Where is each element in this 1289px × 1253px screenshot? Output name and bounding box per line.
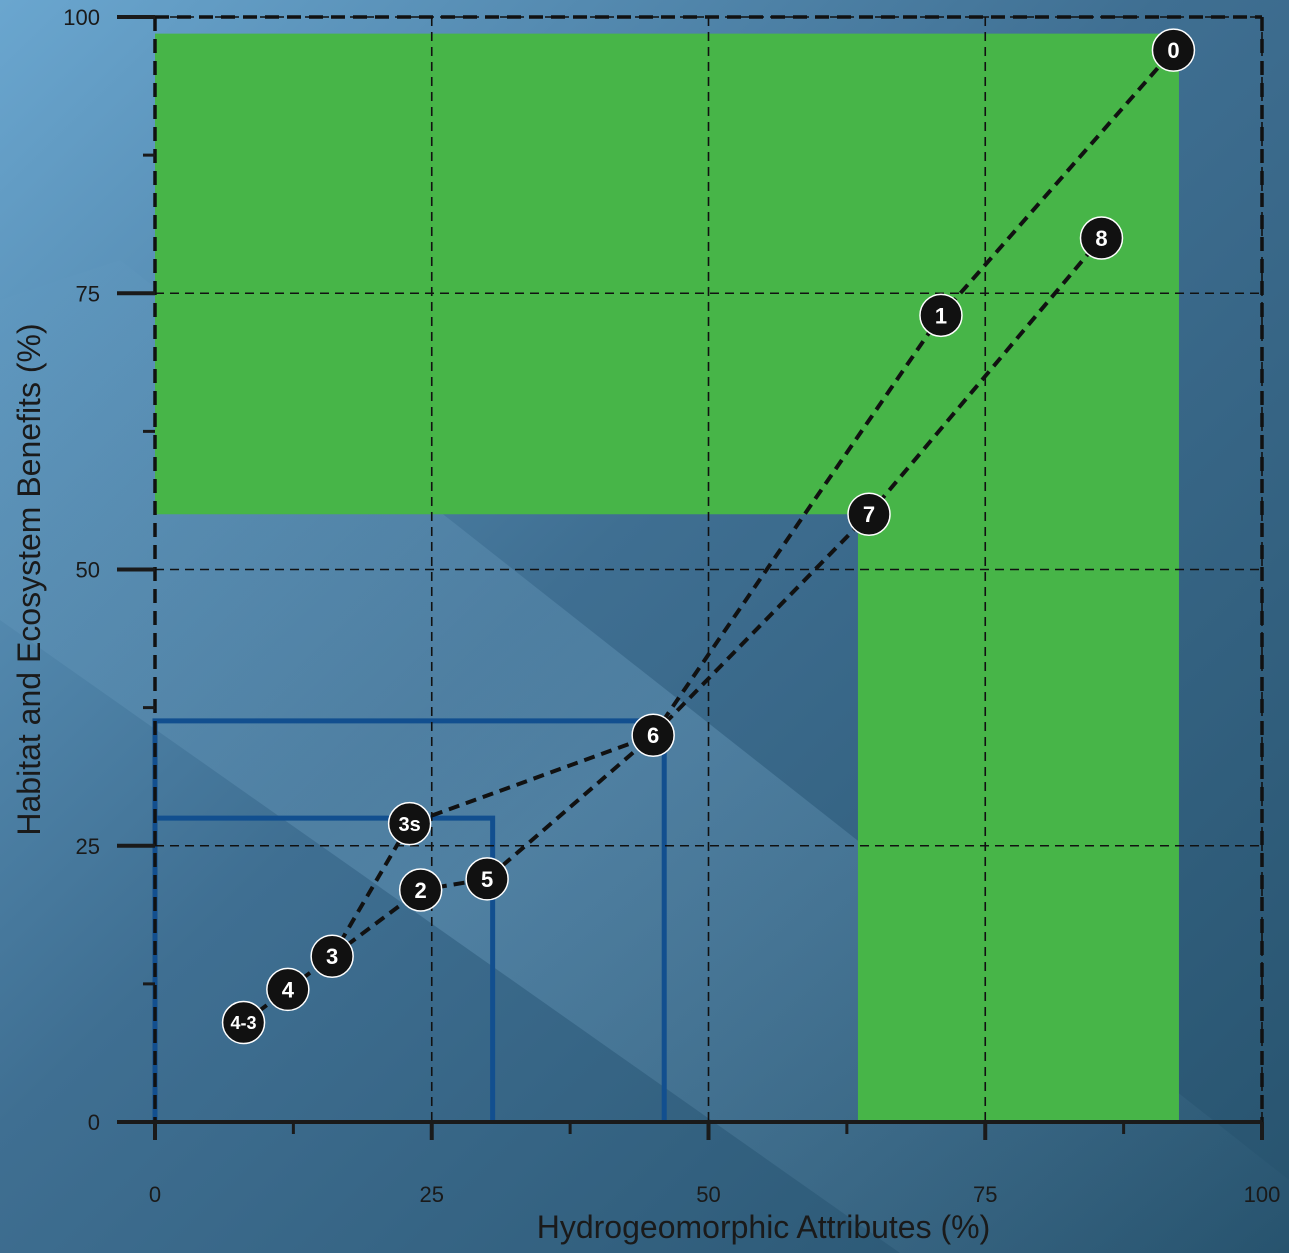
point-label: 7	[863, 502, 875, 527]
x-tick-label: 25	[420, 1182, 444, 1207]
point-marker	[1079, 216, 1124, 260]
point-1: 1	[919, 293, 963, 338]
x-tick-label: 50	[696, 1182, 720, 1207]
y-tick-label: 25	[76, 834, 100, 859]
point-3s: 3s	[387, 801, 432, 846]
x-tick-label: 75	[973, 1182, 997, 1207]
point-marker	[266, 967, 310, 1012]
point-marker	[847, 492, 891, 536]
y-tick-label: 50	[76, 558, 100, 583]
point-label: 8	[1095, 226, 1107, 251]
point-label: 4	[282, 977, 295, 1002]
point-label: 3s	[398, 814, 420, 836]
point-6: 6	[631, 713, 675, 757]
point-4-3: 4-3	[221, 1000, 266, 1045]
point-marker	[919, 293, 963, 338]
y-tick-label: 100	[63, 5, 100, 30]
point-7: 7	[847, 492, 891, 536]
point-8: 8	[1079, 216, 1124, 260]
point-label: 6	[647, 723, 659, 748]
point-marker	[465, 857, 509, 901]
x-tick-label: 0	[149, 1182, 161, 1207]
data-points: 0 1 8 7 6 3s 2 5 3 4 4-3	[221, 28, 1196, 1045]
point-label: 5	[481, 867, 493, 892]
point-label: 3	[326, 944, 338, 969]
y-tick-label: 0	[88, 1110, 100, 1135]
point-label: 4-3	[231, 1013, 257, 1033]
point-marker	[221, 1000, 266, 1045]
y-axis-title: Habitat and Ecosystem Benefits (%)	[11, 323, 47, 835]
point-2: 2	[398, 868, 443, 912]
point-0: 0	[1151, 28, 1196, 72]
point-marker	[631, 713, 675, 757]
point-label: 1	[935, 303, 947, 328]
x-tick-label: 100	[1244, 1182, 1281, 1207]
point-marker	[398, 868, 443, 912]
point-marker	[1151, 28, 1196, 72]
point-marker	[310, 934, 354, 978]
point-5: 5	[465, 857, 509, 901]
point-marker	[387, 801, 432, 846]
x-axis-title: Hydrogeomorphic Attributes (%)	[537, 1209, 991, 1245]
point-4: 4	[266, 967, 310, 1012]
point-3: 3	[310, 934, 354, 978]
point-label: 0	[1167, 38, 1179, 63]
y-tick-label: 75	[76, 281, 100, 306]
point-label: 2	[415, 878, 427, 903]
